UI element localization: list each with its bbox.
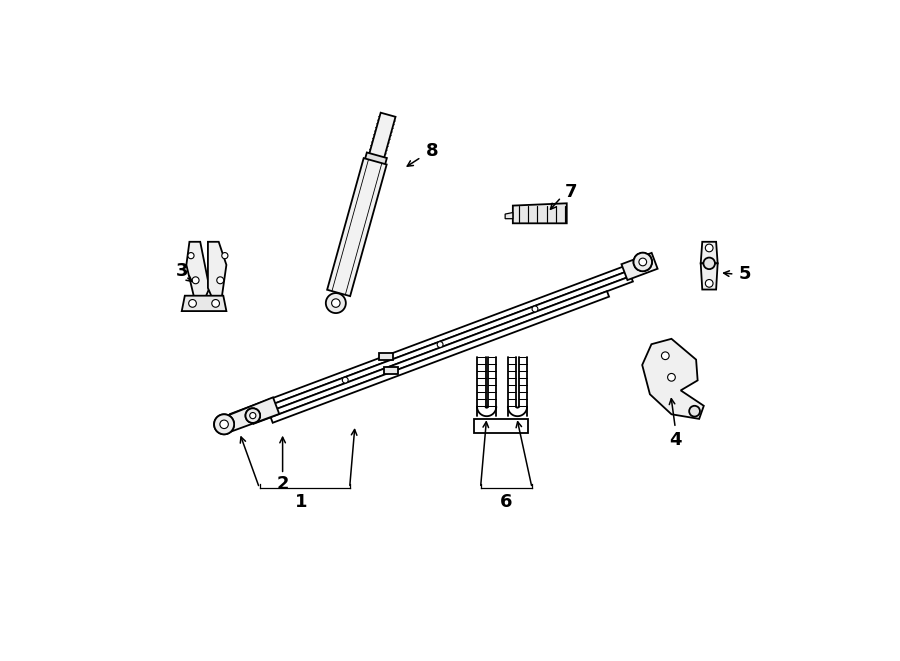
Circle shape (662, 352, 669, 360)
Text: 2: 2 (276, 475, 289, 493)
Text: 1: 1 (295, 493, 307, 511)
Circle shape (706, 244, 713, 252)
Polygon shape (701, 242, 717, 263)
Polygon shape (251, 276, 633, 424)
Text: 5: 5 (738, 265, 751, 283)
Polygon shape (622, 253, 658, 280)
Circle shape (192, 277, 199, 284)
Circle shape (634, 253, 652, 271)
Circle shape (249, 412, 256, 418)
Polygon shape (368, 112, 395, 161)
Polygon shape (327, 158, 387, 296)
Polygon shape (271, 292, 609, 423)
Circle shape (326, 293, 346, 313)
Polygon shape (226, 397, 279, 432)
Circle shape (246, 408, 260, 423)
Polygon shape (230, 258, 646, 420)
Text: 6: 6 (500, 493, 512, 511)
Text: 7: 7 (564, 182, 577, 201)
Polygon shape (364, 153, 387, 166)
Polygon shape (505, 213, 513, 219)
Circle shape (342, 377, 348, 383)
Circle shape (214, 414, 234, 434)
Circle shape (249, 412, 256, 418)
Circle shape (668, 373, 675, 381)
Polygon shape (643, 339, 704, 419)
Polygon shape (384, 368, 398, 374)
Circle shape (689, 406, 700, 416)
Polygon shape (701, 263, 717, 290)
Circle shape (706, 280, 713, 288)
Circle shape (639, 258, 646, 266)
Circle shape (188, 253, 194, 258)
Text: 4: 4 (669, 432, 681, 449)
Circle shape (532, 306, 538, 312)
Circle shape (704, 258, 715, 269)
Circle shape (212, 299, 220, 307)
Circle shape (639, 258, 646, 266)
Circle shape (246, 408, 260, 423)
Polygon shape (513, 204, 567, 223)
Circle shape (189, 299, 196, 307)
Polygon shape (240, 268, 640, 422)
Circle shape (220, 420, 229, 428)
Circle shape (634, 253, 652, 271)
Polygon shape (474, 419, 528, 433)
Polygon shape (186, 242, 210, 299)
Polygon shape (182, 295, 227, 311)
Circle shape (437, 342, 443, 348)
Circle shape (214, 414, 234, 434)
Text: 3: 3 (176, 262, 189, 280)
Text: 8: 8 (426, 142, 438, 160)
Circle shape (331, 299, 340, 307)
Circle shape (217, 277, 224, 284)
Polygon shape (379, 353, 392, 360)
Circle shape (221, 253, 228, 258)
Polygon shape (208, 242, 227, 299)
Circle shape (220, 420, 229, 428)
